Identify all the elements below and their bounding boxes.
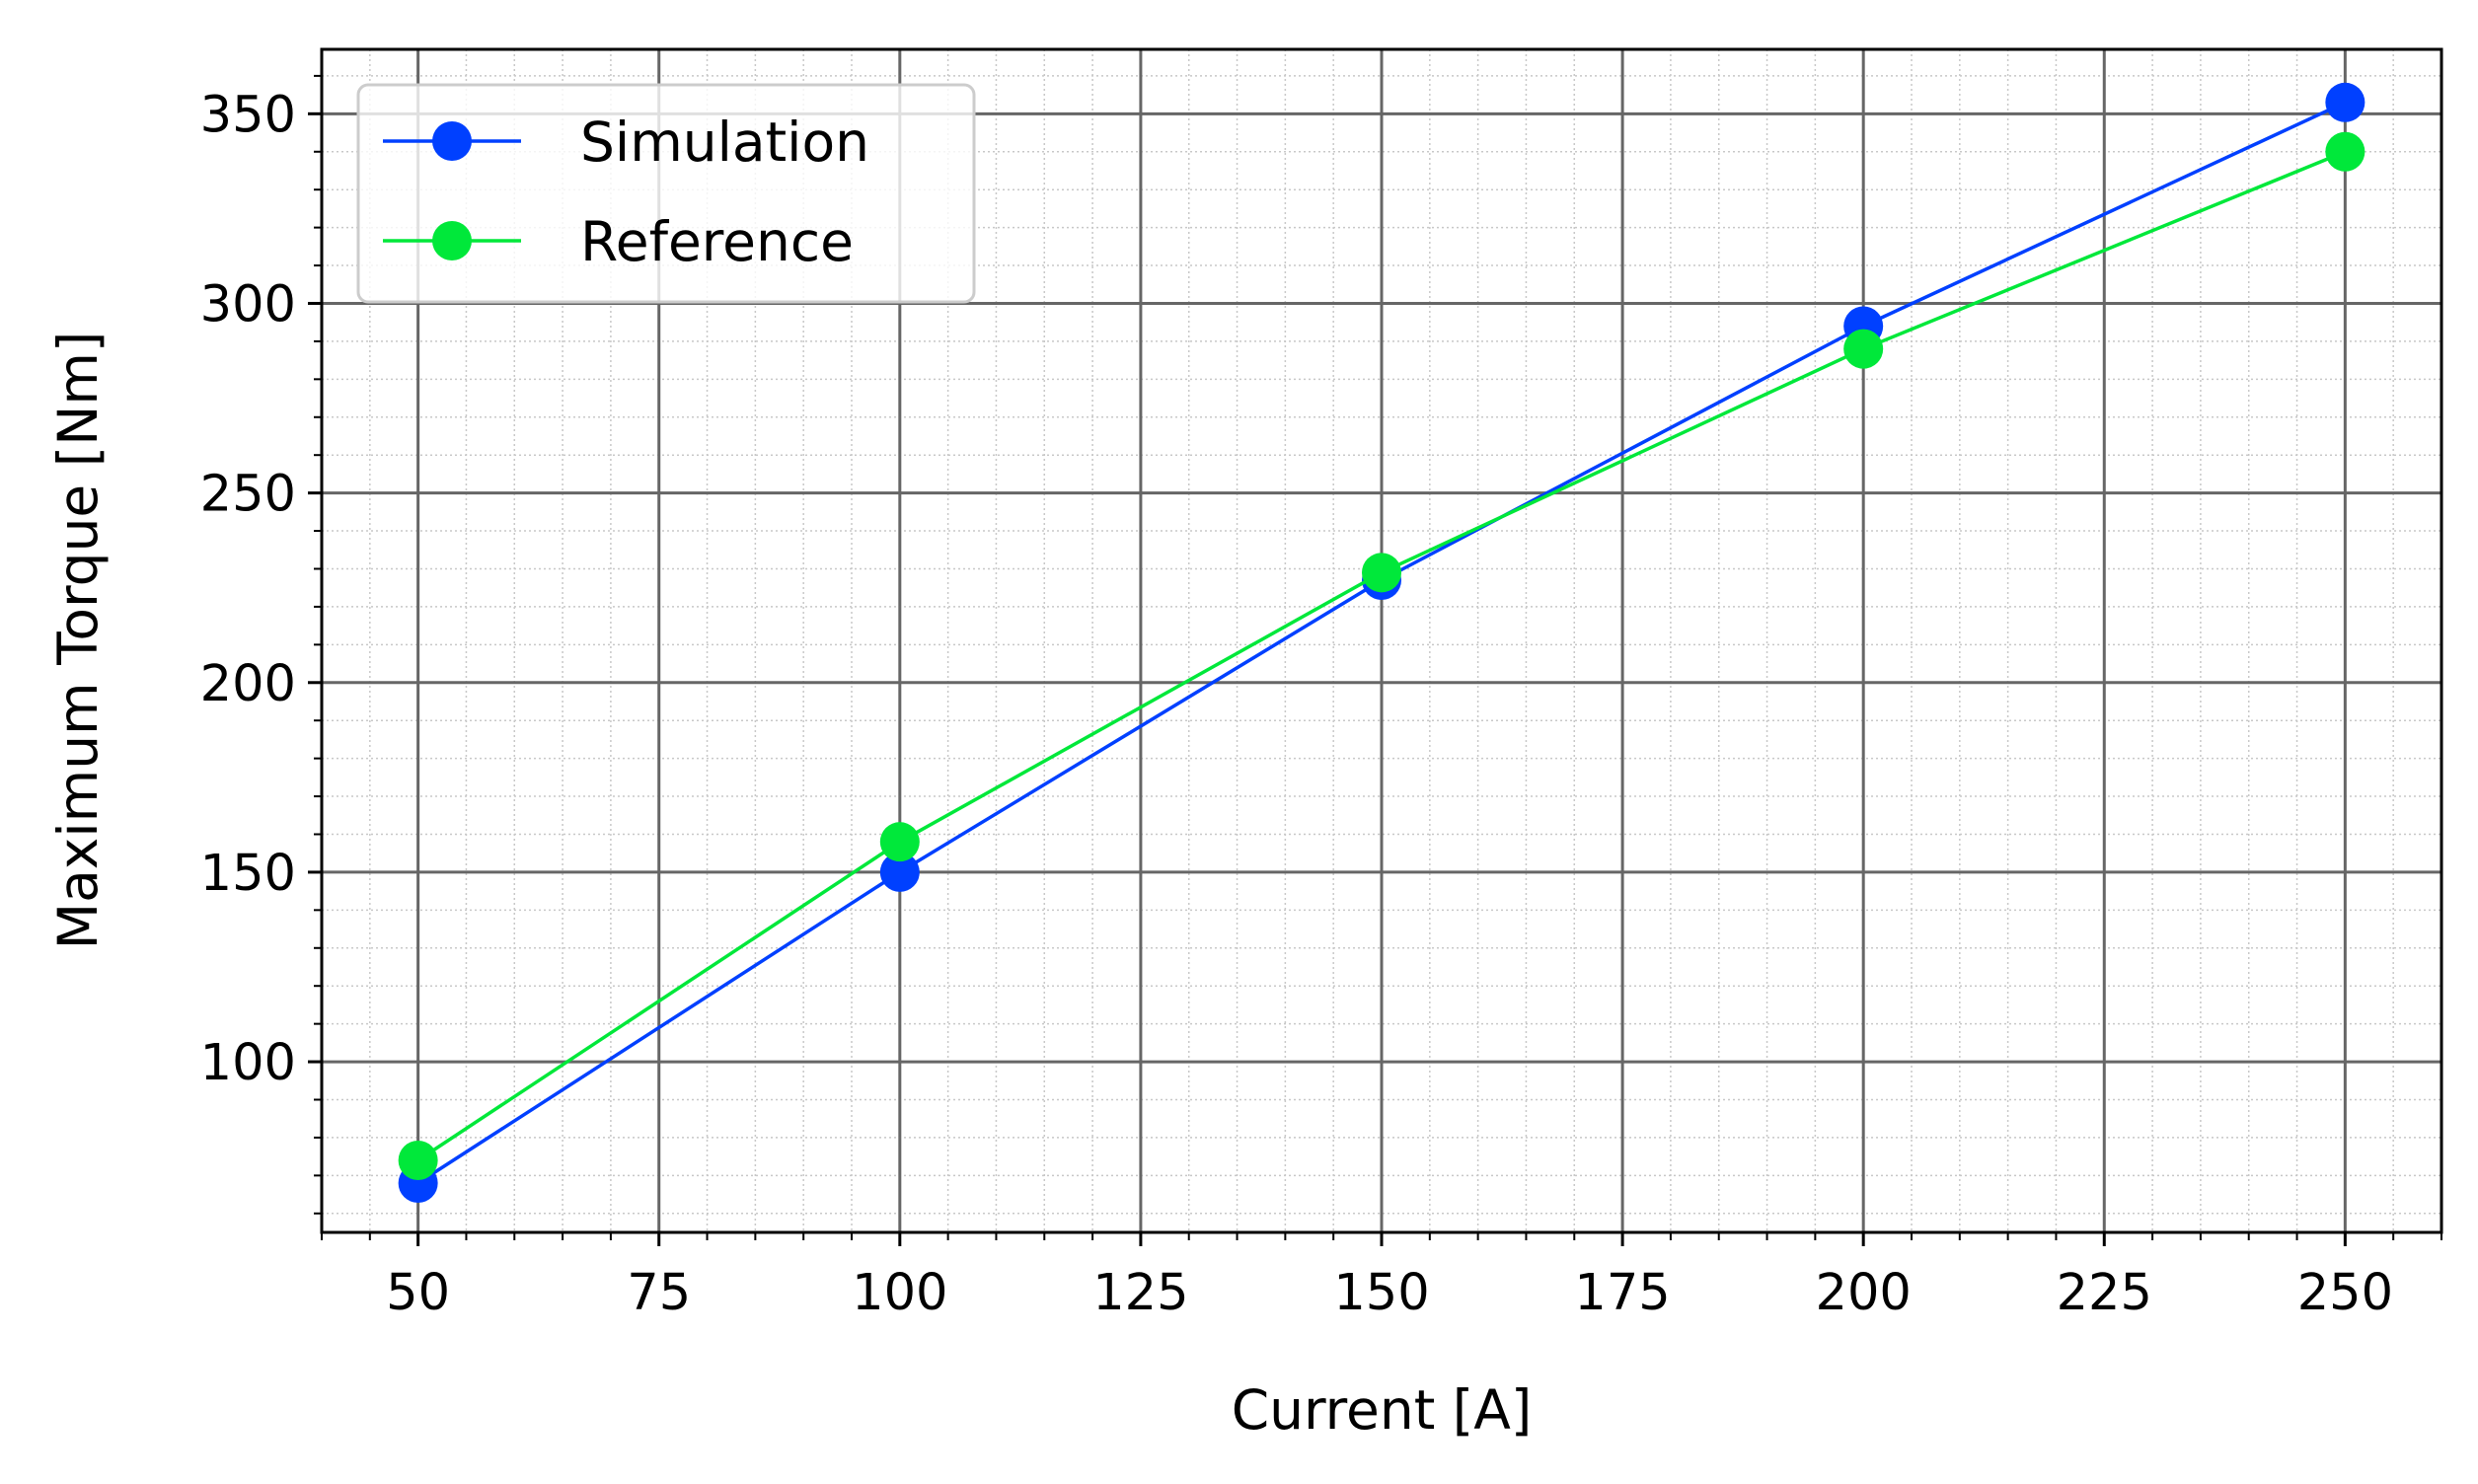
x-tick-label: 75	[627, 1264, 691, 1322]
x-tick-label: 125	[1092, 1264, 1188, 1322]
data-point-reference	[2325, 131, 2365, 172]
data-point-simulation	[879, 852, 920, 892]
x-axis-label: Current [A]	[1232, 1378, 1533, 1442]
y-tick-label: 150	[200, 845, 296, 903]
x-tick-label: 50	[386, 1264, 450, 1322]
legend-marker-simulation	[432, 121, 472, 161]
series-layer	[398, 82, 2365, 1204]
y-tick-label: 250	[200, 466, 296, 524]
x-tick-label: 175	[1574, 1264, 1670, 1322]
legend-box	[356, 83, 976, 304]
y-tick-label: 100	[200, 1034, 296, 1092]
legend-label-simulation: Simulation	[580, 111, 869, 174]
legend: Simulation Reference	[356, 83, 976, 304]
x-tick-label: 100	[852, 1264, 947, 1322]
y-tick-labels: 100 150 200 250 300 350	[200, 86, 296, 1092]
legend-marker-reference	[432, 221, 472, 260]
data-point-reference	[1843, 329, 1884, 369]
axis-ticks	[308, 74, 2442, 1246]
x-tick-label: 250	[2297, 1264, 2393, 1322]
x-tick-labels: 50 75 100 125 150 175 200 225 250	[386, 1264, 2393, 1322]
x-tick-label: 225	[2057, 1264, 2152, 1322]
data-point-reference	[398, 1140, 438, 1180]
data-point-reference	[1362, 553, 1401, 593]
x-tick-label: 150	[1333, 1264, 1429, 1322]
x-tick-label: 200	[1816, 1264, 1912, 1322]
legend-label-reference: Reference	[580, 210, 854, 273]
data-point-simulation	[2325, 82, 2365, 122]
y-tick-label: 200	[200, 655, 296, 713]
y-axis-label: Maximum Torque [Nm]	[46, 332, 110, 950]
data-point-reference	[879, 822, 920, 862]
y-tick-label: 300	[200, 275, 296, 334]
y-tick-label: 350	[200, 86, 296, 144]
